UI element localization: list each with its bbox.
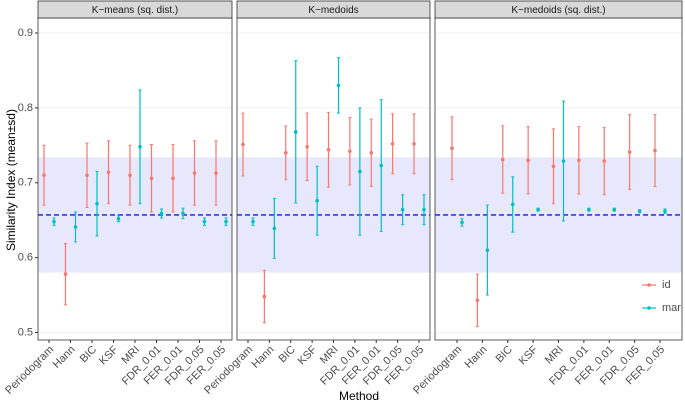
point: [663, 209, 667, 213]
point: [138, 145, 142, 149]
point: [637, 209, 642, 213]
point: [412, 142, 416, 146]
x-tick-label: Hann: [462, 344, 489, 371]
point: [400, 207, 405, 212]
point: [587, 207, 591, 212]
point: [561, 159, 566, 163]
x-axis-title: Method: [339, 389, 379, 403]
point: [106, 170, 111, 175]
y-axis-title: Similarity Index (mean±sd): [4, 109, 18, 251]
point: [95, 201, 99, 206]
point: [326, 147, 331, 152]
x-tick-label: Periodogram: [3, 344, 56, 397]
y-tick-label: 0.9: [18, 27, 33, 39]
point: [149, 176, 154, 181]
point: [336, 83, 341, 88]
x-tick-label: BIC: [78, 344, 99, 365]
point: [602, 159, 607, 163]
x-tick-label: Hann: [51, 344, 78, 371]
point: [422, 207, 426, 212]
point: [305, 145, 309, 149]
point: [577, 158, 581, 163]
point: [73, 225, 78, 229]
point: [536, 207, 540, 212]
point: [526, 158, 530, 163]
point: [348, 149, 352, 154]
point: [181, 211, 185, 216]
strip: [236, 0, 431, 19]
point: [551, 164, 556, 169]
point: [171, 176, 175, 181]
point: [262, 294, 267, 299]
point: [128, 173, 132, 178]
x-tick-label: BIC: [276, 344, 297, 365]
x-tick-label: KSF: [296, 344, 320, 368]
legend-label: id: [662, 279, 671, 291]
y-tick-label: 0.7: [18, 177, 33, 189]
point: [283, 150, 288, 155]
legend-symbol: [647, 283, 651, 287]
point: [510, 202, 515, 207]
point: [251, 219, 255, 224]
point: [159, 211, 164, 216]
y-tick-label: 0.8: [18, 102, 33, 114]
point: [460, 220, 464, 225]
y-tick-label: 0.6: [18, 252, 33, 264]
point: [192, 171, 197, 175]
point: [224, 219, 228, 224]
point: [390, 142, 395, 146]
legend-label: mar: [662, 302, 681, 314]
point: [627, 150, 632, 154]
legend-symbol: [647, 306, 651, 310]
point: [475, 298, 480, 303]
point: [358, 169, 362, 174]
point: [485, 248, 490, 252]
strip-title: K−means (sq. dist.): [92, 5, 178, 16]
x-tick-label: Hann: [249, 344, 276, 371]
x-tick-label: BIC: [493, 344, 514, 365]
strip-title: K−medoids: [308, 5, 358, 16]
strip: [37, 0, 233, 19]
point: [63, 272, 68, 276]
x-tick-label: KSF: [97, 344, 121, 368]
point: [653, 148, 657, 153]
strip-title: K−medoids (sq. dist.): [511, 5, 605, 16]
y-tick-label: 0.5: [18, 326, 33, 338]
point: [116, 216, 121, 221]
point: [272, 226, 277, 231]
point: [293, 130, 298, 134]
point: [202, 219, 207, 224]
point: [450, 146, 454, 151]
point: [214, 171, 218, 175]
point: [369, 150, 374, 155]
point: [241, 142, 245, 147]
point: [379, 163, 384, 168]
point: [42, 173, 46, 178]
point: [500, 157, 505, 162]
point: [612, 207, 617, 212]
strip: [434, 0, 683, 19]
point: [315, 198, 319, 203]
x-tick-label: KSF: [517, 344, 541, 368]
point: [52, 219, 56, 224]
point: [85, 173, 89, 178]
